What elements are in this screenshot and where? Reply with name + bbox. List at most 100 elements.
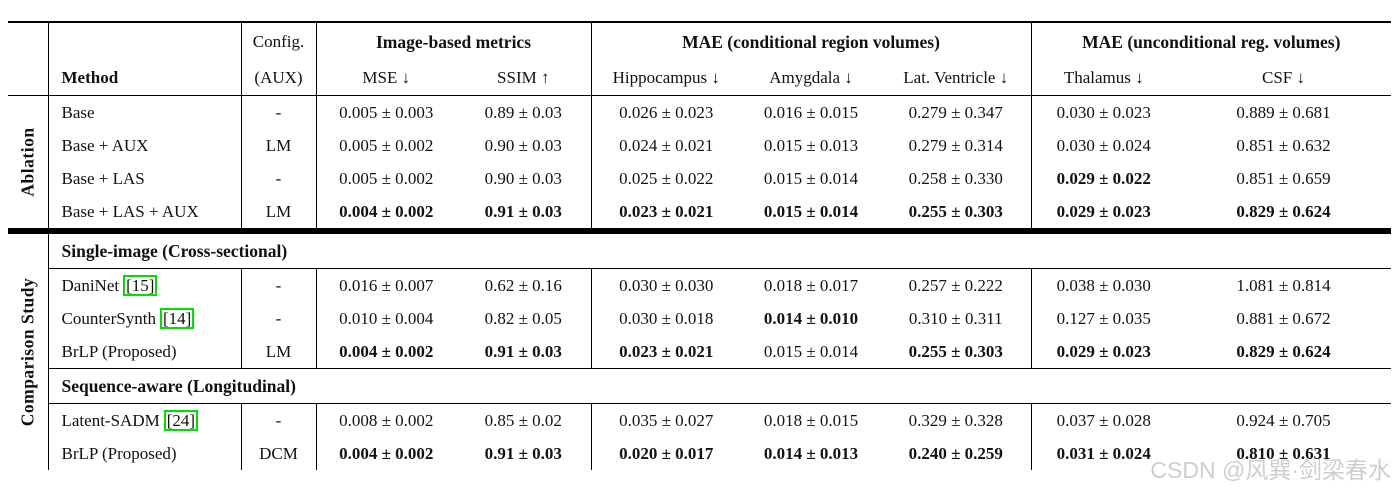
citation-link[interactable]: [15] [123, 275, 158, 296]
value-cell: 0.127 ± 0.035 [1030, 302, 1177, 335]
col-header-config-line2: (AUX) [240, 61, 316, 96]
col-header-ssim: SSIM ↑ [456, 61, 591, 96]
value-cell: 0.829 ± 0.624 [1236, 201, 1331, 221]
value-cell: 0.015 ± 0.014 [763, 168, 859, 188]
method-label: BrLP (Proposed) [61, 341, 177, 361]
value-cell: 0.035 ± 0.027 [590, 403, 741, 437]
col-header-lat-ventricle: Lat. Ventricle ↓ [881, 61, 1032, 96]
value-cell: 0.851 ± 0.632 [1236, 135, 1331, 155]
value-cell: 0.004 ± 0.002 [315, 335, 456, 369]
method-label: CounterSynth [61, 309, 156, 328]
value-cell: 0.257 ± 0.222 [908, 275, 1003, 295]
config-cell: LM [240, 129, 316, 162]
value-cell: 0.016 ± 0.007 [315, 268, 456, 302]
config-cell: - [240, 302, 316, 335]
citation-link[interactable]: [14] [159, 308, 195, 329]
value-cell: 0.029 ± 0.023 [1030, 335, 1177, 369]
value-cell: 0.82 ± 0.05 [484, 308, 562, 328]
value-cell: 0.329 ± 0.328 [908, 410, 1003, 430]
method-label: Base + LAS + AUX [61, 201, 199, 221]
col-header-method: Method [47, 21, 241, 96]
value-cell: 0.010 ± 0.004 [315, 302, 456, 335]
table-row: BrLP (Proposed) LM 0.004 ± 0.002 0.91 ± 0.0… [8, 335, 1391, 369]
value-cell: 0.889 ± 0.681 [1236, 102, 1331, 122]
value-cell: 0.031 ± 0.024 [1030, 437, 1177, 470]
col-header-hippocampus: Hippocampus ↓ [590, 61, 741, 96]
table-row: Latent-SADM [24] -0.008 ± 0.002 0.85 ± 0.02… [8, 403, 1391, 437]
config-cell: LM [240, 335, 316, 369]
section-label-ablation: Ablation [8, 95, 49, 228]
value-cell: 0.023 ± 0.021 [590, 335, 741, 369]
value-cell: 0.024 ± 0.021 [590, 129, 741, 162]
config-cell: DCM [240, 437, 316, 470]
value-cell: 0.030 ± 0.023 [1030, 95, 1177, 129]
table-body: Ablation Base -0.005 ± 0.003 0.89 ± 0.03 0.0… [8, 95, 1392, 470]
value-cell: 0.029 ± 0.022 [1030, 162, 1177, 195]
section-label-text: Comparison Study [17, 277, 38, 427]
value-cell: 0.015 ± 0.014 [763, 341, 859, 361]
col-header-mse: MSE ↓ [315, 61, 456, 96]
value-cell: 0.881 ± 0.672 [1236, 308, 1331, 328]
value-cell: 0.005 ± 0.002 [315, 129, 456, 162]
col-header-thalamus: Thalamus ↓ [1030, 61, 1177, 96]
value-cell: 0.025 ± 0.022 [590, 162, 741, 195]
method-cell: Latent-SADM [24] [47, 403, 241, 437]
value-cell: 0.255 ± 0.303 [908, 201, 1003, 221]
method-cell: BrLP (Proposed) [47, 437, 241, 470]
method-cell: Base [47, 95, 241, 129]
config-cell: - [240, 403, 316, 437]
method-label: Latent-SADM [61, 411, 160, 430]
table-row: Base + LAS + AUX LM 0.004 ± 0.002 0.91 ± 0.… [8, 195, 1391, 228]
table-row: Base + AUX LM 0.005 ± 0.002 0.90 ± 0.03 0.02… [8, 129, 1391, 162]
value-cell: 0.810 ± 0.631 [1236, 443, 1331, 463]
method-label: DaniNet [61, 276, 120, 295]
citation-link[interactable]: [24] [163, 410, 199, 431]
value-cell: 0.924 ± 0.705 [1236, 410, 1331, 430]
group-header-image-metrics: Image-based metrics [315, 21, 591, 61]
group-header-mae-conditional: MAE (conditional region volumes) [590, 21, 1032, 61]
method-label: BrLP (Proposed) [61, 443, 177, 463]
config-cell: - [240, 95, 316, 129]
value-cell: 0.030 ± 0.024 [1030, 129, 1177, 162]
value-cell: 0.005 ± 0.002 [315, 162, 456, 195]
corner-cell [8, 21, 48, 96]
method-cell: BrLP (Proposed) [47, 335, 241, 369]
method-label: Base + LAS [61, 168, 145, 188]
section-label-comparison-study: Comparison Study [8, 234, 49, 470]
value-cell: 0.030 ± 0.030 [590, 268, 741, 302]
value-cell: 0.020 ± 0.017 [590, 437, 741, 470]
value-cell: 0.029 ± 0.023 [1030, 195, 1177, 228]
results-table: Method Config. Image-based metrics MAE (… [8, 21, 1392, 470]
value-cell: 0.279 ± 0.314 [908, 135, 1003, 155]
value-cell: 0.016 ± 0.015 [763, 102, 859, 122]
table-row: DaniNet [15] -0.016 ± 0.007 0.62 ± 0.16 0.03… [8, 268, 1391, 302]
value-cell: 0.005 ± 0.003 [315, 95, 456, 129]
method-cell: CounterSynth [14] [47, 302, 241, 335]
value-cell: 0.004 ± 0.002 [315, 195, 456, 228]
value-cell: 0.89 ± 0.03 [484, 102, 562, 122]
value-cell: 0.023 ± 0.021 [590, 195, 741, 228]
value-cell: 0.279 ± 0.347 [908, 102, 1003, 122]
col-header-config-line1: Config. [240, 21, 316, 61]
col-header-amygdala: Amygdala ↓ [741, 61, 881, 96]
value-cell: 0.310 ± 0.311 [908, 308, 1003, 328]
config-cell: LM [240, 195, 316, 228]
method-cell: Base + LAS + AUX [47, 195, 241, 228]
section-divider [8, 228, 1392, 234]
value-cell: 0.90 ± 0.03 [484, 168, 562, 188]
value-cell: 0.018 ± 0.015 [763, 410, 859, 430]
value-cell: 0.014 ± 0.010 [763, 308, 859, 328]
watermark: CSDN @风巽·剑梁春水 [1150, 457, 1391, 483]
value-cell: 0.037 ± 0.028 [1030, 403, 1177, 437]
table-row: Base + LAS -0.005 ± 0.002 0.90 ± 0.03 0.025… [8, 162, 1391, 195]
col-header-csf: CSF ↓ [1176, 61, 1392, 96]
value-cell: 0.255 ± 0.303 [908, 341, 1003, 361]
table-row: Ablation Base -0.005 ± 0.003 0.89 ± 0.03 0.0… [8, 95, 1391, 228]
method-cell: Base + LAS [47, 162, 241, 195]
table-row: CounterSynth [14] -0.010 ± 0.004 0.82 ± 0.0… [8, 302, 1391, 335]
table-row: BrLP (Proposed) DCM 0.004 ± 0.002 0.91 ± 0.… [8, 437, 1391, 470]
value-cell: 0.026 ± 0.023 [590, 95, 741, 129]
value-cell: 0.015 ± 0.013 [763, 135, 859, 155]
group-header-mae-unconditional: MAE (unconditional reg. volumes) [1030, 21, 1392, 61]
